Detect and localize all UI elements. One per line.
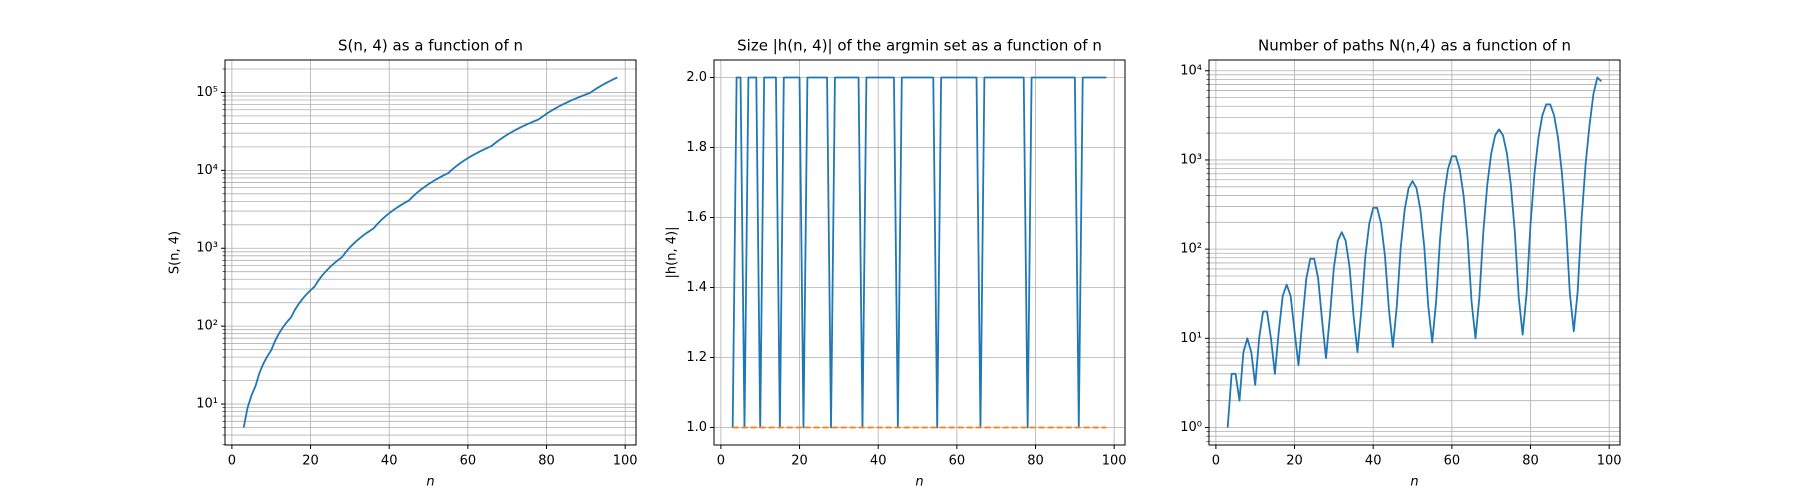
y-tick-label: 2.0 xyxy=(686,70,707,85)
y-tick-label: 10⁴ xyxy=(1180,63,1202,78)
chart-title: Size |h(n, 4)| of the argmin set as a fu… xyxy=(737,37,1102,55)
x-tick-label: 80 xyxy=(538,454,555,469)
y-tick-label: 10³ xyxy=(196,241,218,256)
x-tick-label: 60 xyxy=(1444,454,1461,469)
y-tick-label: 10³ xyxy=(1180,152,1202,167)
data-line xyxy=(731,76,1107,429)
y-tick-label: 1.6 xyxy=(686,210,707,225)
axes: 0 20 40 60 80 100 10⁰ 10¹ 10² 10³ 10⁴ Number of pat… xyxy=(1180,37,1621,490)
y-tick-label: 10² xyxy=(1180,242,1202,257)
x-tick-label: 60 xyxy=(460,454,477,469)
axes-frame xyxy=(713,59,1126,446)
axes: 0 20 40 60 80 100 10¹ 10² 10³ 10⁴ 10⁵ S(n, 4) as a … xyxy=(168,37,638,490)
x-tick-label: 20 xyxy=(791,454,808,469)
y-tick-label: 10² xyxy=(196,319,218,334)
axes-frame xyxy=(224,59,637,446)
x-tick-label: 20 xyxy=(1286,454,1303,469)
axes: 0 20 40 60 80 100 1.0 1.2 1.4 1.6 1.8 2.0 Size |h(n,… xyxy=(665,37,1127,490)
y-tick-label: 1.0 xyxy=(686,420,707,435)
x-tick-label: 100 xyxy=(1597,454,1622,469)
data-line xyxy=(1226,76,1602,428)
axes-frame xyxy=(1208,59,1621,446)
y-axis-label: S(n, 4) xyxy=(168,231,183,274)
y-tick-label: 10⁴ xyxy=(196,163,218,178)
data-line xyxy=(242,76,618,428)
y-axis-label: |h(n, 4)| xyxy=(665,227,680,279)
y-tick-label: 1.4 xyxy=(686,280,707,295)
x-axis-label: n xyxy=(1410,475,1418,490)
x-tick-label: 40 xyxy=(1365,454,1382,469)
y-tick-label: 10¹ xyxy=(196,397,218,412)
x-axis-label: n xyxy=(915,475,923,490)
chart-title: S(n, 4) as a function of n xyxy=(338,37,523,55)
x-tick-label: 40 xyxy=(870,454,887,469)
y-tick-label: 10⁵ xyxy=(196,85,218,100)
x-tick-label: 100 xyxy=(613,454,638,469)
x-axis-label: n xyxy=(426,475,434,490)
x-tick-label: 0 xyxy=(1212,454,1220,469)
y-tick-label: 1.8 xyxy=(686,140,707,155)
x-tick-label: 100 xyxy=(1102,454,1127,469)
x-tick-label: 0 xyxy=(717,454,725,469)
y-tick-label: 1.2 xyxy=(686,350,707,365)
x-tick-label: 20 xyxy=(302,454,319,469)
chart-title: Number of paths N(n,4) as a function of … xyxy=(1258,37,1571,55)
y-tick-label: 10¹ xyxy=(1180,331,1202,346)
x-tick-label: 40 xyxy=(381,454,398,469)
x-tick-label: 80 xyxy=(1027,454,1044,469)
x-tick-label: 0 xyxy=(228,454,236,469)
y-tick-label: 10⁰ xyxy=(1180,420,1202,435)
x-tick-label: 80 xyxy=(1522,454,1539,469)
x-tick-label: 60 xyxy=(949,454,966,469)
